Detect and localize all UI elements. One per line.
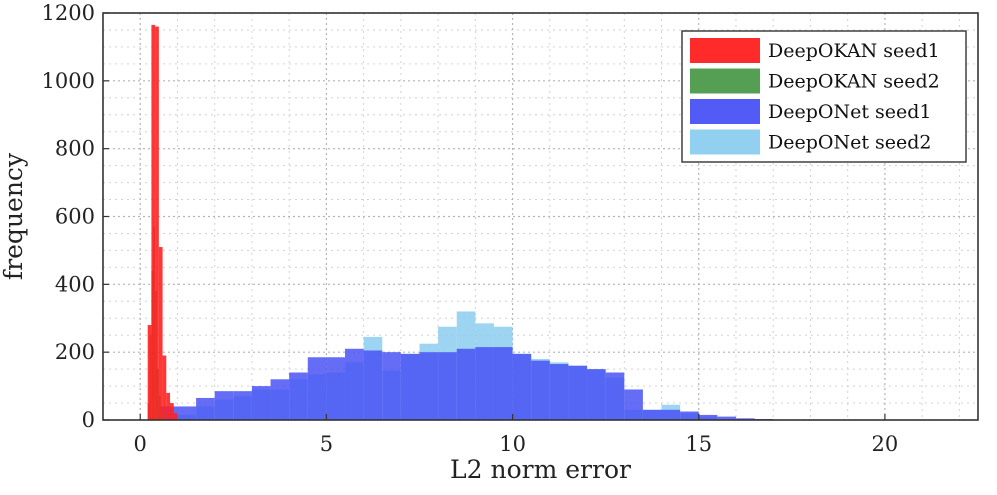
legend-swatch xyxy=(690,129,760,155)
y-tick-label: 600 xyxy=(55,205,95,229)
histogram-bar xyxy=(717,416,736,420)
histogram-bar xyxy=(177,406,197,420)
x-tick-label: 20 xyxy=(872,432,899,456)
y-tick-label: 200 xyxy=(55,340,95,364)
histogram-bar xyxy=(419,352,439,420)
x-tick-label: 0 xyxy=(134,432,147,456)
histogram-bar xyxy=(233,391,252,420)
histogram-bars xyxy=(147,24,774,421)
y-tick-label: 1000 xyxy=(42,69,95,93)
histogram-bar xyxy=(170,403,174,420)
histogram-bar xyxy=(363,350,383,420)
histogram-bar xyxy=(680,411,699,420)
histogram-bar xyxy=(642,409,662,420)
histogram-bar xyxy=(475,347,494,420)
histogram-bar xyxy=(270,379,290,420)
histogram-bar xyxy=(173,413,178,420)
y-tick-label: 1200 xyxy=(42,1,95,25)
histogram-bar xyxy=(289,372,308,420)
histogram-bar xyxy=(196,397,215,420)
histogram-bar xyxy=(147,325,152,420)
histogram-bar xyxy=(605,372,625,420)
histogram-bar xyxy=(326,357,346,420)
x-tick-label: 5 xyxy=(320,432,333,456)
x-axis-label: L2 norm error xyxy=(450,455,631,484)
legend-swatch xyxy=(690,38,760,63)
legend-label: DeepOKAN seed1 xyxy=(768,40,940,62)
x-tick-label: 15 xyxy=(685,432,712,456)
y-axis-label: frequency xyxy=(0,152,28,280)
legend-label: DeepONet seed1 xyxy=(768,101,932,123)
histogram-bar xyxy=(251,386,271,420)
y-tick-label: 0 xyxy=(82,408,95,432)
histogram-bar xyxy=(158,247,163,420)
histogram-bar xyxy=(531,360,550,420)
histogram-bar xyxy=(735,418,755,420)
histogram-bar xyxy=(382,352,401,420)
histogram-bar xyxy=(661,409,681,420)
histogram-bar xyxy=(512,353,532,420)
histogram-bar xyxy=(214,391,234,420)
histogram-bar xyxy=(162,355,167,420)
histogram-bar xyxy=(587,369,606,420)
histogram-bar xyxy=(166,392,171,420)
histogram-bar xyxy=(568,365,588,420)
histogram-bar xyxy=(698,414,718,420)
legend-item: DeepOKAN seed2 xyxy=(690,68,940,94)
histogram-bar xyxy=(549,364,569,420)
legend-item: DeepONet seed1 xyxy=(690,99,932,124)
histogram-bar xyxy=(155,26,159,421)
x-tick-label: 10 xyxy=(499,432,526,456)
y-tick-label: 800 xyxy=(55,137,95,161)
y-tick-label: 400 xyxy=(55,272,95,296)
histogram-bar xyxy=(624,389,643,420)
legend-swatch xyxy=(690,99,760,124)
histogram-bar xyxy=(307,357,327,420)
legend-item: DeepONet seed2 xyxy=(690,129,932,155)
histogram-bar xyxy=(345,348,364,420)
legend-item: DeepOKAN seed1 xyxy=(690,38,940,63)
histogram-bar xyxy=(493,347,513,420)
histogram-bar xyxy=(456,348,476,420)
histogram-bar xyxy=(400,353,420,420)
histogram-bar xyxy=(151,24,156,421)
legend-label: DeepOKAN seed2 xyxy=(768,71,940,93)
legend-label: DeepONet seed2 xyxy=(768,132,932,154)
legend: DeepOKAN seed1 DeepOKAN seed2 DeepONet see… xyxy=(681,30,967,163)
histogram-bar xyxy=(438,352,457,420)
legend-swatch xyxy=(690,68,760,94)
series-deepokan-seed1 xyxy=(147,24,178,421)
